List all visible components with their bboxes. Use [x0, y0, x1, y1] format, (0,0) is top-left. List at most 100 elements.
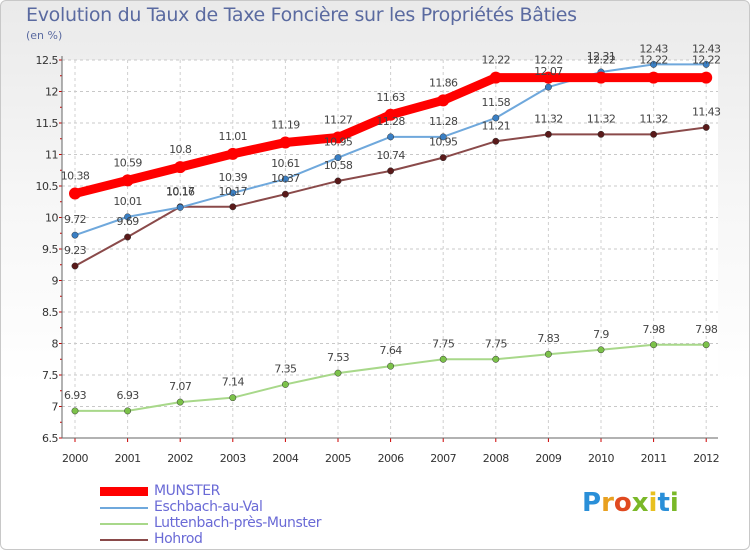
logo-letter: t	[657, 488, 670, 518]
data-label: 11.19	[271, 119, 300, 132]
data-point	[279, 136, 292, 149]
data-label: 12.43	[692, 42, 721, 55]
x-tick-label: 2000	[62, 452, 88, 465]
data-label: 12.07	[534, 65, 563, 78]
y-tick-label: 11.5	[36, 117, 59, 130]
data-label: 11.28	[429, 115, 458, 128]
data-label: 11.32	[587, 112, 616, 125]
x-tick-label: 2011	[641, 452, 667, 465]
legend-swatch	[100, 507, 148, 509]
data-label: 10.39	[219, 171, 248, 184]
data-label: 10.37	[271, 172, 300, 185]
data-point	[650, 60, 658, 68]
data-label: 10.38	[61, 170, 90, 183]
data-label: 12.22	[587, 54, 616, 67]
x-tick-label: 2008	[483, 452, 509, 465]
data-label: 11.27	[324, 113, 353, 126]
data-label: 10.74	[376, 149, 405, 162]
data-label: 10.17	[166, 185, 195, 198]
data-point	[492, 114, 500, 122]
data-point	[121, 174, 134, 187]
data-point	[71, 407, 79, 415]
data-label: 10.95	[429, 136, 458, 149]
data-point	[439, 355, 447, 363]
x-tick-label: 2004	[272, 452, 298, 465]
y-tick-label: 7.5	[42, 369, 58, 382]
logo-letter: i	[648, 488, 658, 518]
data-point	[702, 60, 710, 68]
data-label: 12.22	[482, 54, 511, 67]
data-point	[650, 130, 658, 138]
y-tick-label: 9.5	[42, 243, 58, 256]
unit-label: (en %)	[26, 29, 63, 42]
data-point	[334, 154, 342, 162]
data-label: 11.32	[639, 112, 668, 125]
x-tick-label: 2005	[325, 452, 351, 465]
data-label: 9.72	[64, 213, 86, 226]
legend-swatch	[100, 487, 148, 496]
data-label: 11.32	[534, 112, 563, 125]
data-point	[542, 71, 555, 84]
y-tick-label: 10.5	[36, 180, 59, 193]
x-tick-label: 2001	[115, 452, 141, 465]
data-point	[69, 187, 81, 200]
data-label: 7.53	[327, 351, 350, 364]
data-point	[544, 130, 552, 138]
data-point	[489, 71, 502, 84]
logo-letter: i	[669, 488, 679, 518]
x-tick-label: 2003	[220, 452, 246, 465]
y-tick-label: 6.5	[42, 432, 58, 445]
legend-swatch	[100, 523, 148, 525]
x-tick-label: 2012	[693, 452, 719, 465]
logo-letter: x	[631, 488, 649, 518]
data-label: 11.28	[376, 115, 405, 128]
x-tick-label: 2006	[378, 452, 404, 465]
data-label: 10.59	[113, 156, 142, 169]
y-tick-label: 12.5	[36, 54, 59, 67]
data-label: 7.83	[537, 332, 560, 345]
y-tick-label: 8	[52, 338, 59, 351]
data-label: 10.8	[169, 143, 192, 156]
data-label: 10.16	[166, 185, 195, 198]
y-tick-label: 11	[45, 149, 58, 162]
data-point	[229, 189, 237, 197]
data-label: 12.43	[639, 42, 668, 55]
y-tick-label: 12	[45, 86, 58, 99]
y-tick-label: 7	[52, 401, 59, 414]
proxiti-logo: Proxiti	[582, 488, 679, 518]
chart-title: Evolution du Taux de Taxe Foncière sur l…	[26, 4, 577, 26]
legend-label: Luttenbach-près-Munster	[154, 515, 322, 531]
data-point	[544, 350, 552, 358]
data-label: 7.64	[380, 344, 403, 357]
data-point	[595, 71, 607, 84]
data-point	[334, 369, 342, 377]
data-point	[71, 231, 79, 239]
data-point	[650, 341, 658, 349]
data-label: 11.01	[219, 130, 248, 143]
data-label: 12.22	[534, 54, 563, 67]
legend-swatch	[100, 539, 148, 541]
data-point	[229, 203, 237, 211]
data-label: 10.58	[324, 159, 353, 172]
data-point	[174, 161, 187, 174]
data-label: 9.69	[117, 215, 140, 228]
data-point	[439, 133, 447, 141]
data-label: 12.31	[587, 50, 616, 63]
data-label: 7.75	[432, 337, 455, 350]
data-label: 11.86	[429, 76, 458, 89]
x-tick-label: 2010	[588, 452, 614, 465]
data-point	[492, 355, 500, 363]
data-label: 7.98	[643, 323, 666, 336]
data-point	[71, 262, 79, 270]
data-point	[387, 362, 395, 370]
data-label: 12.22	[639, 54, 668, 67]
data-point	[700, 71, 713, 84]
data-label: 7.14	[222, 376, 245, 389]
data-point	[597, 346, 605, 354]
x-tick-label: 2007	[430, 452, 456, 465]
data-label: 7.9	[593, 328, 609, 341]
data-label: 7.07	[169, 380, 192, 393]
data-label: 10.95	[324, 136, 353, 149]
data-point	[439, 154, 447, 162]
